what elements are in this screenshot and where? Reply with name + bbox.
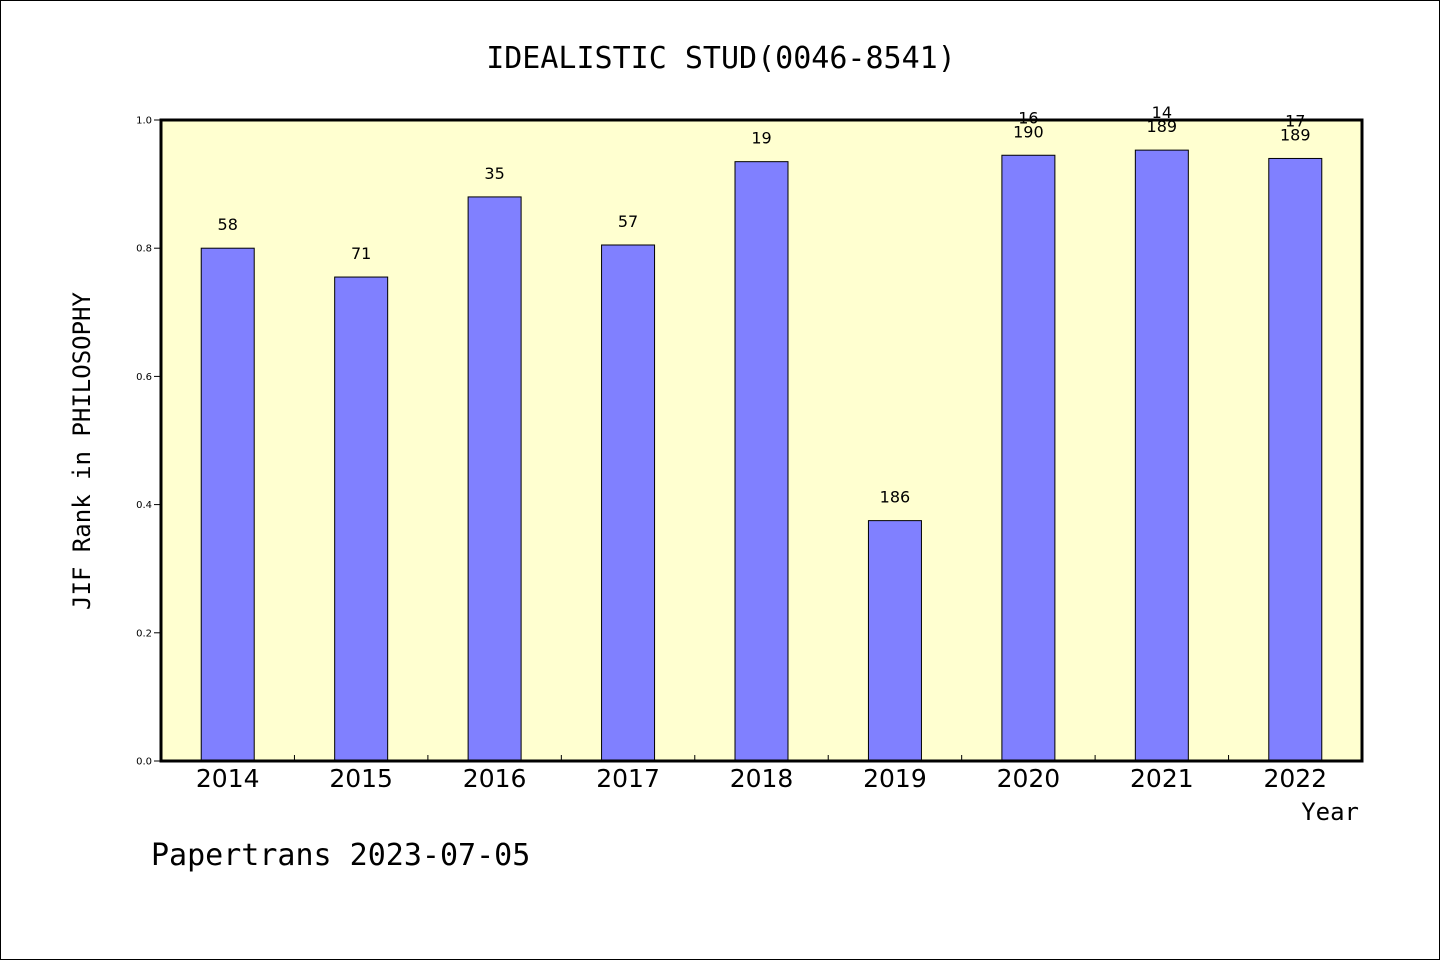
- data-label-2019: 186: [880, 488, 911, 507]
- y-axis: 0.0 0.2 0.4 0.6 0.8 1.0: [136, 116, 161, 768]
- data-label-2016: 35: [484, 164, 504, 183]
- data-label-2018: 19: [751, 129, 771, 148]
- data-label-2015: 71: [351, 244, 371, 263]
- x-tick-label-2015: 2015: [329, 764, 393, 793]
- chart-title: IDEALISTIC STUD(0046-8541): [486, 41, 956, 76]
- x-tick-label-2022: 2022: [1263, 764, 1327, 793]
- data-label-2022-2: 189: [1280, 125, 1311, 144]
- footer-text: Papertrans 2023-07-05: [151, 838, 530, 873]
- bars-layer: [200, 149, 1323, 762]
- x-axis-title: Year: [1301, 798, 1359, 826]
- data-label-2020-2: 190: [1013, 122, 1044, 141]
- y-axis-title: JIF Rank in PHILOSOPHY: [68, 292, 96, 610]
- y-tick-label-0.0: 0.0: [136, 757, 152, 768]
- data-label-2021-2: 189: [1147, 117, 1178, 136]
- bar-2016: [467, 196, 522, 762]
- bar-2014: [200, 247, 255, 762]
- x-tick-label-2017: 2017: [596, 764, 660, 793]
- x-axis: 2014 2015 2016 2017 2018 2019 2020 2021 2022: [196, 755, 1327, 793]
- y-tick-label-0.4: 0.4: [136, 500, 152, 511]
- bar-2020: [1001, 154, 1056, 762]
- data-label-2021-1: 14: [1152, 103, 1172, 122]
- data-label-2017: 57: [618, 212, 638, 231]
- x-tick-label-2014: 2014: [196, 764, 260, 793]
- y-tick-label-0.2: 0.2: [136, 628, 152, 639]
- x-tick-label-2016: 2016: [463, 764, 527, 793]
- x-tick-label-2019: 2019: [863, 764, 927, 793]
- bar-2022: [1268, 157, 1323, 762]
- y-tick-label-0.8: 0.8: [136, 244, 152, 255]
- y-tick-label-1.0: 1.0: [136, 116, 152, 127]
- x-tick-label-2020: 2020: [997, 764, 1061, 793]
- y-tick-label-0.6: 0.6: [136, 372, 152, 383]
- data-label-2020-1: 16: [1018, 108, 1038, 127]
- bar-2019: [867, 520, 922, 762]
- bar-2021: [1134, 149, 1189, 762]
- bar-2018: [734, 161, 789, 762]
- bar-2015: [334, 276, 389, 762]
- plot-border: [159, 118, 1364, 763]
- x-tick-label-2018: 2018: [730, 764, 794, 793]
- bar-2017: [601, 244, 656, 762]
- data-label-2014: 58: [218, 215, 238, 234]
- x-tick-label-2021: 2021: [1130, 764, 1194, 793]
